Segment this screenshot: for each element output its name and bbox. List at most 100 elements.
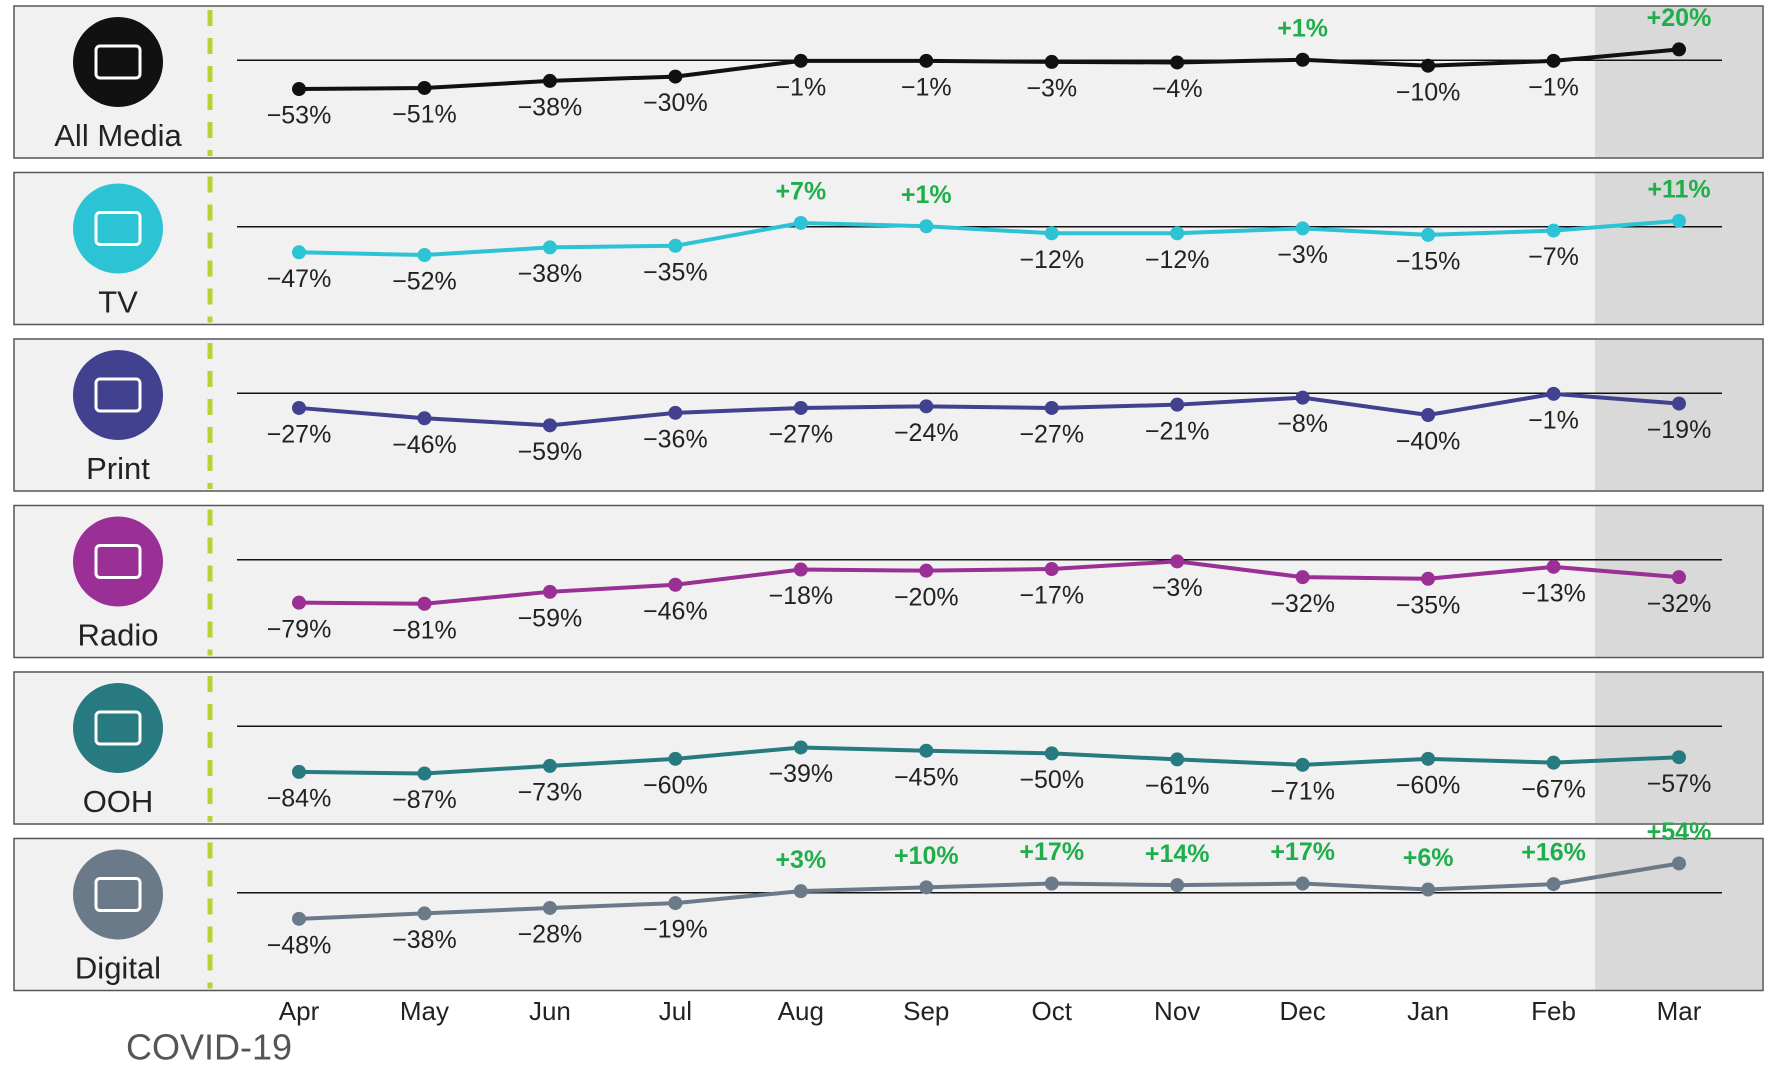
value-label: −19% (643, 916, 708, 944)
value-label: +16% (1521, 839, 1586, 867)
icon (73, 516, 163, 607)
panel (13, 171, 1764, 326)
point (668, 69, 683, 84)
point (1672, 856, 1686, 871)
point (292, 82, 306, 97)
value-label: −57% (1647, 770, 1712, 798)
x-tick-label: Aug (778, 996, 824, 1026)
point (919, 880, 934, 895)
x-tick-label: May (400, 996, 449, 1026)
value-label: −60% (1396, 771, 1461, 799)
highlight-band (1594, 340, 1762, 490)
point (1295, 876, 1310, 891)
series-line (298, 218, 1680, 258)
value-label: −12% (1145, 246, 1210, 274)
point (292, 911, 306, 926)
point (1672, 42, 1686, 57)
value-label: +17% (1270, 838, 1335, 866)
x-tick-label: Oct (1032, 996, 1073, 1026)
point (1421, 58, 1436, 73)
value-label: −71% (1270, 777, 1335, 805)
value-label: −3% (1152, 574, 1203, 602)
value-label: +7% (775, 178, 826, 206)
point (919, 743, 934, 758)
x-tick-label: Jan (1407, 996, 1449, 1026)
value-label: −40% (1396, 428, 1461, 456)
value-label: −3% (1277, 241, 1328, 269)
point (417, 596, 432, 611)
point (1672, 213, 1686, 228)
value-label: −50% (1019, 766, 1084, 794)
x-tick-label: Sep (903, 996, 949, 1026)
point (417, 411, 432, 426)
value-label: −46% (643, 597, 708, 625)
point (793, 562, 808, 577)
icon (73, 849, 163, 940)
value-label: −24% (894, 419, 959, 447)
point (919, 219, 934, 234)
point (1546, 755, 1561, 770)
point (1546, 877, 1561, 892)
value-label: −4% (1152, 75, 1203, 103)
point (417, 766, 432, 781)
point (1421, 751, 1436, 766)
value-label: −18% (768, 582, 833, 610)
point (668, 577, 683, 592)
point (1421, 882, 1436, 897)
value-label: −17% (1019, 582, 1084, 610)
point (1421, 227, 1436, 242)
point (793, 53, 808, 68)
icon-glyph (94, 877, 142, 912)
value-label: +14% (1145, 840, 1210, 868)
value-label: −1% (1528, 406, 1579, 434)
value-label: −35% (643, 258, 708, 286)
value-label: −38% (518, 260, 583, 288)
value-label: −1% (1528, 73, 1579, 101)
value-label: −53% (267, 102, 332, 130)
value-label: −27% (267, 421, 332, 449)
x-tick-label: Dec (1280, 996, 1326, 1026)
point (1170, 752, 1185, 767)
point (668, 751, 683, 766)
point (919, 53, 934, 68)
value-label: +11% (1647, 175, 1710, 203)
value-label: +17% (1019, 838, 1084, 866)
point (1672, 570, 1686, 585)
x-tick-label: Nov (1154, 996, 1200, 1026)
series-line (298, 861, 1680, 921)
point (1044, 876, 1059, 891)
point (292, 595, 306, 610)
value-label: −7% (1528, 243, 1579, 271)
value-label: −1% (775, 73, 826, 101)
point (1421, 571, 1436, 586)
value-label: −15% (1396, 248, 1461, 276)
x-tick-label: Mar (1657, 996, 1702, 1026)
point (1295, 390, 1310, 405)
point (1546, 53, 1561, 68)
panel (13, 5, 1764, 159)
highlight-band (1594, 7, 1762, 157)
value-label: −19% (1647, 416, 1712, 444)
highlight-band (1594, 173, 1762, 324)
point (292, 400, 306, 415)
value-label: −51% (392, 101, 457, 129)
point (417, 80, 432, 95)
point (292, 764, 306, 779)
point (1672, 396, 1686, 411)
value-label: +1% (901, 181, 952, 209)
value-label: −45% (894, 763, 959, 791)
series-name: TV (98, 285, 138, 320)
value-label: −38% (392, 926, 457, 954)
point (542, 418, 557, 433)
point (1546, 386, 1561, 401)
value-label: −28% (518, 921, 583, 949)
value-label: −13% (1521, 579, 1586, 607)
panel (13, 504, 1764, 659)
point (668, 896, 683, 911)
value-label: −32% (1270, 590, 1335, 618)
value-label: −60% (643, 771, 708, 799)
value-label: −84% (267, 784, 332, 812)
value-label: −1% (901, 73, 952, 101)
value-label: −46% (392, 431, 457, 459)
value-label: −10% (1396, 78, 1461, 106)
